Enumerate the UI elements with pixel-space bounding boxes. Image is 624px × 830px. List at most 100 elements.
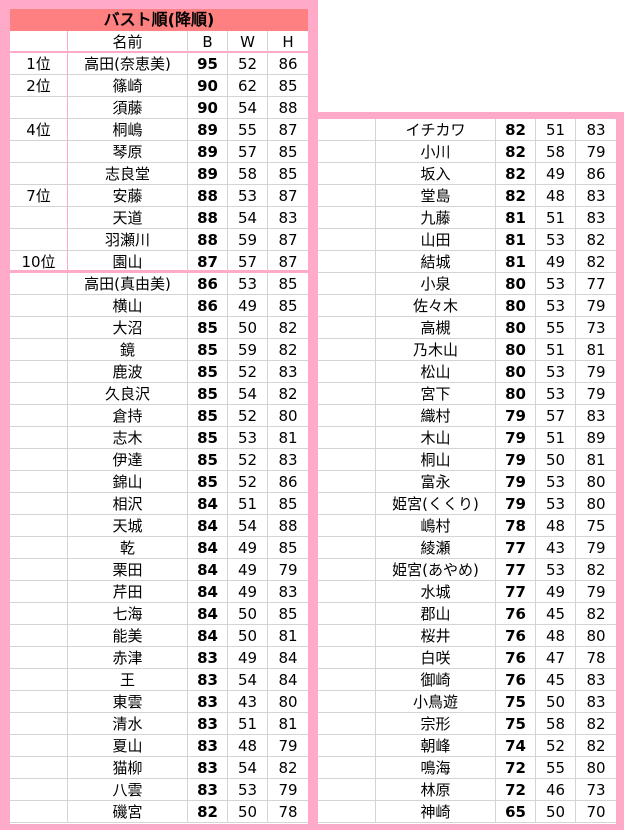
table-row: 猫柳 83 54 82 bbox=[10, 757, 308, 779]
cell-h: 79 bbox=[268, 559, 308, 581]
cell-name: 結城 bbox=[376, 251, 496, 273]
cell-b: 81 bbox=[496, 229, 536, 251]
cell-name: 木山 bbox=[376, 427, 496, 449]
cell-b: 85 bbox=[188, 339, 228, 361]
cell-b: 85 bbox=[188, 405, 228, 427]
cell-rank bbox=[10, 97, 68, 119]
cell-h: 85 bbox=[268, 273, 308, 295]
cell-h: 82 bbox=[576, 713, 616, 735]
table-row: 夏山 83 48 79 bbox=[10, 735, 308, 757]
cell-rank bbox=[318, 559, 376, 581]
cell-b: 85 bbox=[188, 449, 228, 471]
cell-b: 84 bbox=[188, 581, 228, 603]
cell-rank bbox=[10, 427, 68, 449]
cell-name: 小鳥遊 bbox=[376, 691, 496, 713]
cell-b: 85 bbox=[188, 361, 228, 383]
cell-b: 89 bbox=[188, 141, 228, 163]
cell-b: 83 bbox=[188, 713, 228, 735]
cell-b: 80 bbox=[496, 317, 536, 339]
cell-rank bbox=[10, 383, 68, 405]
cell-w: 53 bbox=[536, 273, 576, 295]
cell-b: 79 bbox=[496, 471, 536, 493]
cell-rank bbox=[10, 493, 68, 515]
cell-h: 73 bbox=[576, 779, 616, 801]
cell-rank bbox=[10, 141, 68, 163]
table-row: 桐山 79 50 81 bbox=[318, 449, 616, 471]
cell-rank bbox=[318, 515, 376, 537]
cell-h: 85 bbox=[268, 163, 308, 185]
cell-rank bbox=[318, 361, 376, 383]
cell-b: 79 bbox=[496, 405, 536, 427]
table-row: 大沼 85 50 82 bbox=[10, 317, 308, 339]
cell-rank bbox=[318, 383, 376, 405]
cell-h: 80 bbox=[576, 625, 616, 647]
cell-b: 76 bbox=[496, 647, 536, 669]
cell-b: 88 bbox=[188, 229, 228, 251]
cell-w: 58 bbox=[536, 141, 576, 163]
table-row: イチカワ 82 51 83 bbox=[318, 119, 616, 141]
cell-h: 86 bbox=[576, 163, 616, 185]
cell-rank bbox=[10, 713, 68, 735]
cell-name: 王 bbox=[68, 669, 188, 691]
cell-b: 95 bbox=[188, 53, 228, 75]
cell-w: 51 bbox=[536, 427, 576, 449]
cell-b: 77 bbox=[496, 537, 536, 559]
cell-name: 琴原 bbox=[68, 141, 188, 163]
cell-w: 57 bbox=[228, 251, 268, 273]
cell-name: 朝峰 bbox=[376, 735, 496, 757]
cell-b: 90 bbox=[188, 75, 228, 97]
cell-b: 85 bbox=[188, 427, 228, 449]
cell-w: 49 bbox=[536, 163, 576, 185]
table-row: 志良堂 89 58 85 bbox=[10, 163, 308, 185]
table-row: 須藤 90 54 88 bbox=[10, 97, 308, 119]
table-row: 天道 88 54 83 bbox=[10, 207, 308, 229]
cell-h: 80 bbox=[576, 757, 616, 779]
cell-name: 坂入 bbox=[376, 163, 496, 185]
cell-rank bbox=[10, 405, 68, 427]
cell-h: 86 bbox=[268, 53, 308, 75]
cell-b: 81 bbox=[496, 207, 536, 229]
cell-name: 鳴海 bbox=[376, 757, 496, 779]
cell-h: 82 bbox=[576, 603, 616, 625]
cell-b: 65 bbox=[496, 801, 536, 823]
cell-h: 70 bbox=[576, 801, 616, 823]
cell-rank bbox=[318, 471, 376, 493]
cell-b: 82 bbox=[496, 163, 536, 185]
cell-name: 小泉 bbox=[376, 273, 496, 295]
cell-b: 84 bbox=[188, 625, 228, 647]
cell-w: 51 bbox=[536, 339, 576, 361]
cell-w: 45 bbox=[536, 603, 576, 625]
cell-w: 54 bbox=[228, 207, 268, 229]
cell-w: 53 bbox=[228, 273, 268, 295]
cell-b: 84 bbox=[188, 603, 228, 625]
left-table: バスト順(降順) 名前 B W H 1位 高田(奈恵美) 95 52 86 2位 篠崎 90 6… bbox=[10, 9, 308, 824]
cell-h: 81 bbox=[268, 625, 308, 647]
cell-name: 桐嶋 bbox=[68, 119, 188, 141]
cell-rank bbox=[318, 229, 376, 251]
cell-w: 53 bbox=[536, 383, 576, 405]
cell-w: 53 bbox=[536, 295, 576, 317]
cell-b: 85 bbox=[188, 383, 228, 405]
cell-w: 48 bbox=[536, 515, 576, 537]
table-row: 坂入 82 49 86 bbox=[318, 163, 616, 185]
header-w: W bbox=[228, 31, 268, 53]
cell-w: 50 bbox=[228, 603, 268, 625]
table-row: 小泉 80 53 77 bbox=[318, 273, 616, 295]
table-row: 横山 86 49 85 bbox=[10, 295, 308, 317]
cell-b: 80 bbox=[496, 383, 536, 405]
cell-b: 86 bbox=[188, 295, 228, 317]
table-row: 富永 79 53 80 bbox=[318, 471, 616, 493]
cell-name: 天城 bbox=[68, 515, 188, 537]
cell-name: 高田(真由美) bbox=[68, 273, 188, 295]
cell-rank bbox=[318, 603, 376, 625]
cell-rank bbox=[10, 779, 68, 801]
table-row: 4位 桐嶋 89 55 87 bbox=[10, 119, 308, 141]
cell-rank bbox=[318, 405, 376, 427]
cell-rank: 7位 bbox=[10, 185, 68, 207]
cell-name: 天道 bbox=[68, 207, 188, 229]
cell-name: 宗形 bbox=[376, 713, 496, 735]
cell-name: 東雲 bbox=[68, 691, 188, 713]
cell-name: 錦山 bbox=[68, 471, 188, 493]
table-title: バスト順(降順) bbox=[10, 9, 308, 31]
table-row: 能美 84 50 81 bbox=[10, 625, 308, 647]
